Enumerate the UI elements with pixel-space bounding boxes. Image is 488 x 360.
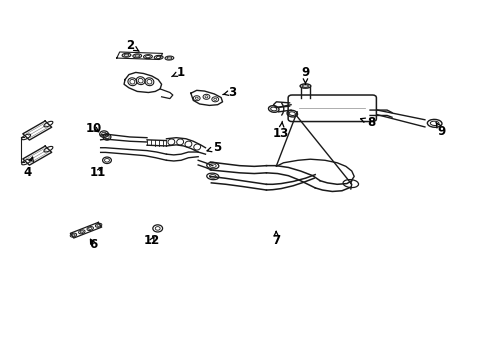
Text: 7: 7 (272, 231, 280, 247)
Text: 4: 4 (23, 157, 33, 179)
Text: 10: 10 (85, 122, 101, 135)
Text: 13: 13 (272, 121, 288, 140)
Text: 2: 2 (125, 39, 139, 52)
Text: 11: 11 (90, 166, 106, 179)
Text: 1: 1 (171, 66, 185, 79)
Text: 9: 9 (301, 66, 309, 85)
Text: 8: 8 (360, 116, 375, 129)
Text: 9: 9 (435, 122, 445, 138)
Text: 6: 6 (89, 238, 97, 251)
Text: 5: 5 (206, 141, 222, 154)
Text: 3: 3 (223, 86, 236, 99)
Text: 12: 12 (143, 234, 160, 247)
